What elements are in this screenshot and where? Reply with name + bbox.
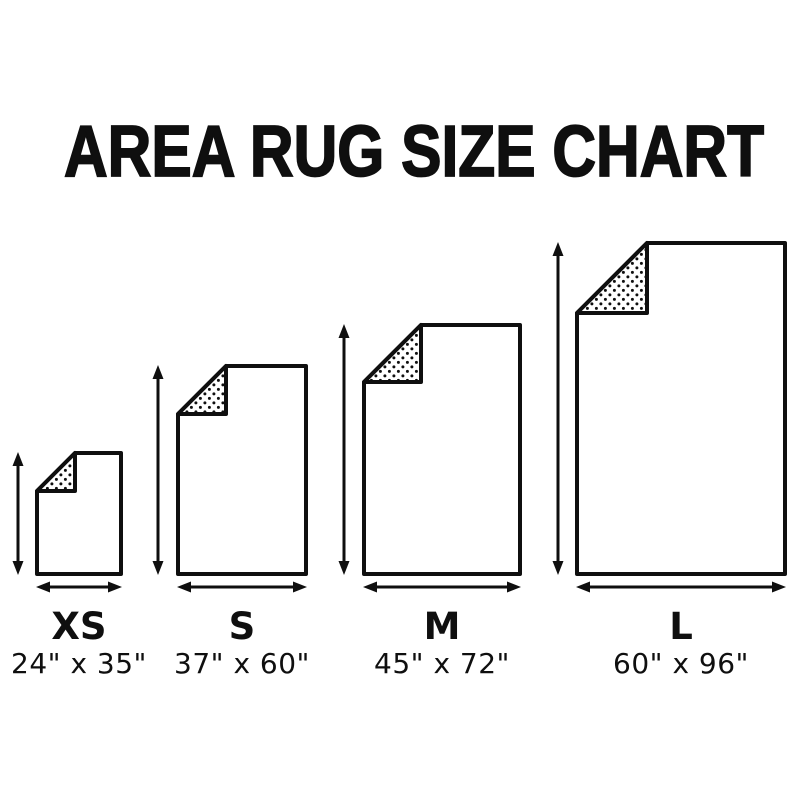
dimensions-label: 60" x 96" — [613, 647, 749, 680]
dimensions-label: 37" x 60" — [174, 647, 310, 680]
size-label: M — [424, 605, 461, 648]
rug-group-xs: XS 24" x 35" — [11, 451, 147, 680]
height-arrow-icon — [338, 324, 350, 575]
page-title: AREA RUG SIZE CHART — [63, 112, 765, 192]
dimensions-label: 45" x 72" — [374, 647, 510, 680]
width-arrow-icon — [363, 581, 521, 593]
rug-group-l: L 60" x 96" — [552, 241, 787, 680]
fold-corner-icon — [362, 323, 423, 384]
fold-corner-icon — [35, 451, 77, 493]
dimensions-label: 24" x 35" — [11, 647, 147, 680]
height-arrow-icon — [152, 365, 164, 575]
size-label: S — [229, 605, 256, 648]
height-arrow-icon — [552, 242, 564, 575]
fold-corner-icon — [575, 241, 649, 315]
width-arrow-icon — [177, 581, 307, 593]
rug-group-m: M 45" x 72" — [338, 323, 522, 680]
size-label: XS — [51, 605, 106, 648]
rug-xs-body — [35, 451, 123, 576]
fold-corner-icon — [176, 364, 228, 416]
rug-group-s: S 37" x 60" — [152, 364, 310, 680]
size-label: L — [669, 605, 693, 648]
width-arrow-icon — [576, 581, 786, 593]
height-arrow-icon — [12, 452, 24, 575]
width-arrow-icon — [36, 581, 122, 593]
